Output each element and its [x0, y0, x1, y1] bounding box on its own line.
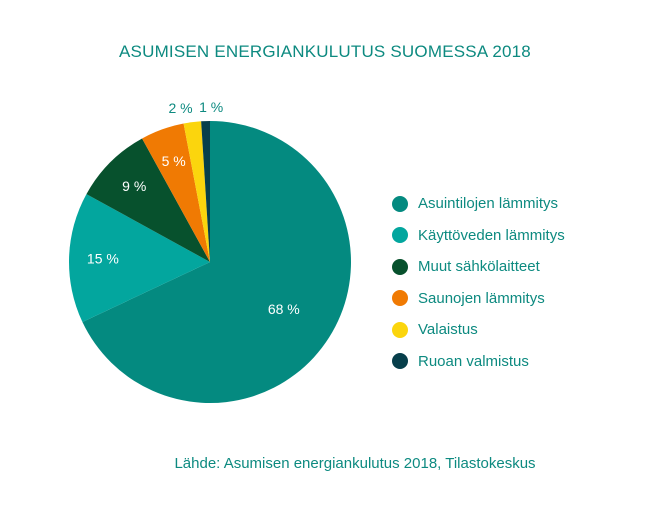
legend-swatch: [392, 290, 408, 307]
chart-title: ASUMISEN ENERGIANKULUTUS SUOMESSA 2018: [119, 42, 531, 61]
legend-swatch: [392, 353, 408, 370]
slice-label-kayttoveden-lammitys: 15 %: [87, 251, 119, 267]
legend-swatch: [392, 258, 408, 275]
legend-label: Ruoan valmistus: [418, 352, 529, 370]
legend-swatch: [392, 321, 408, 338]
pie-slice-kayttoveden-lammitys: [69, 194, 210, 323]
slice-label-saunojen-lammitys: 5 %: [162, 153, 186, 169]
legend: Asuintilojen lämmitys Käyttöveden lämmit…: [392, 188, 565, 377]
pie-slice-saunojen-lammitys: [142, 123, 210, 262]
legend-label: Saunojen lämmitys: [418, 289, 545, 307]
slice-label-asuintilojen-lammitys: 68 %: [268, 301, 300, 317]
pie-slice-muut-sahkolaitteet: [86, 138, 210, 262]
legend-item-saunojen-lammitys: Saunojen lämmitys: [392, 283, 565, 315]
pie-slice-asuintilojen-lammitys: [82, 121, 352, 403]
legend-label: Valaistus: [418, 321, 478, 339]
legend-swatch: [392, 195, 408, 212]
legend-label: Muut sähkölaitteet: [418, 258, 540, 276]
legend-label: Asuintilojen lämmitys: [418, 195, 559, 213]
legend-item-asuintilojen-lammitys: Asuintilojen lämmitys: [392, 188, 565, 220]
legend-swatch: [392, 227, 408, 244]
pie-slice-ruoan-valmistus: [201, 121, 210, 262]
legend-item-muut-sahkolaitteet: Muut sähkölaitteet: [392, 251, 565, 283]
legend-item-ruoan-valmistus: Ruoan valmistus: [392, 346, 565, 378]
source-note: Lähde: Asumisen energiankulutus 2018, Ti…: [174, 455, 536, 472]
slice-label-muut-sahkolaitteet: 9 %: [122, 178, 146, 194]
pie-slice-valaistus: [183, 121, 210, 262]
slice-label-valaistus: 2 %: [169, 100, 193, 116]
legend-item-kayttoveden-lammitys: Käyttöveden lämmitys: [392, 220, 565, 252]
slice-label-ruoan-valmistus: 1 %: [199, 99, 223, 115]
legend-label: Käyttöveden lämmitys: [418, 226, 565, 244]
legend-item-valaistus: Valaistus: [392, 314, 565, 346]
